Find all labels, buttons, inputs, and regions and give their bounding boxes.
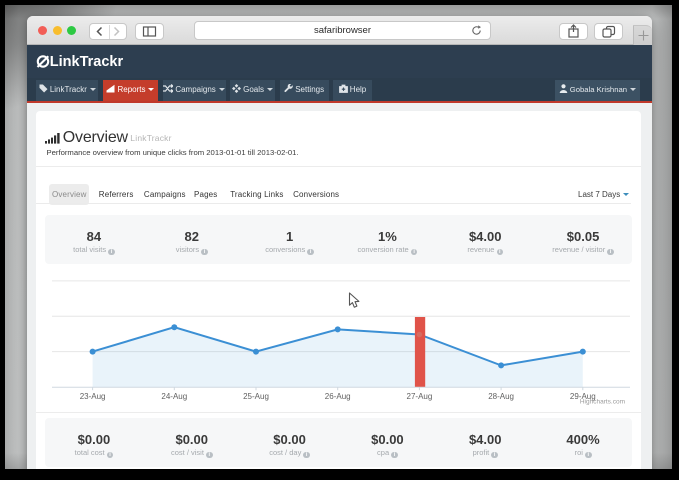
svg-text:Highcharts.com: Highcharts.com bbox=[580, 398, 625, 405]
svg-text:26-Aug: 26-Aug bbox=[325, 392, 351, 401]
svg-text:27-Aug: 27-Aug bbox=[407, 392, 433, 401]
svg-text:23-Aug: 23-Aug bbox=[80, 392, 106, 401]
svg-text:24-Aug: 24-Aug bbox=[161, 392, 187, 401]
svg-text:28-Aug: 28-Aug bbox=[488, 392, 514, 401]
svg-text:29-Aug: 29-Aug bbox=[570, 392, 596, 401]
svg-text:25-Aug: 25-Aug bbox=[243, 392, 269, 401]
